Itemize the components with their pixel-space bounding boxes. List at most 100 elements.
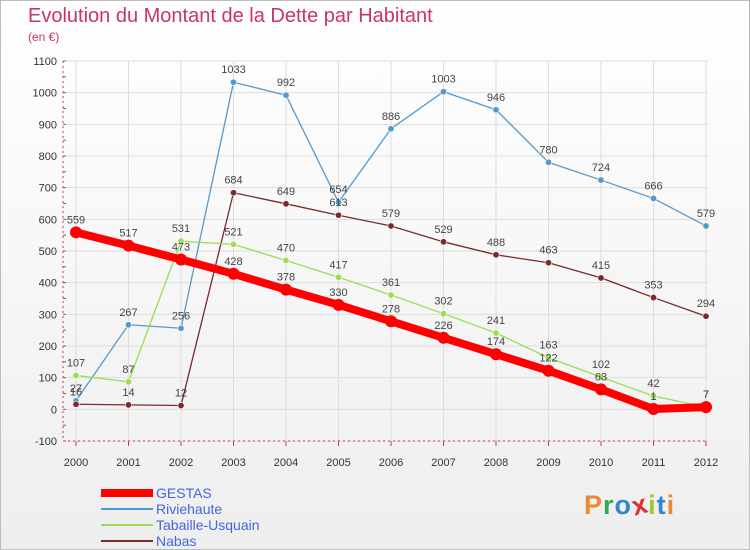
data-label: 1 (650, 391, 656, 403)
x-tick-label: 2002 (169, 457, 193, 469)
data-point (492, 251, 500, 259)
data-label: 1003 (431, 74, 455, 86)
legend-label: GESTAS (156, 485, 212, 501)
data-label: 529 (434, 224, 452, 236)
data-point (280, 283, 292, 296)
data-label: 16 (70, 386, 82, 398)
data-point (702, 312, 710, 320)
logo-letter: t (656, 490, 667, 520)
data-label: 12 (175, 388, 187, 400)
data-point (700, 401, 712, 414)
data-point (72, 400, 80, 408)
x-tick-label: 2012 (694, 457, 718, 469)
data-label: 107 (67, 357, 85, 369)
data-label: 559 (67, 214, 85, 226)
data-point (649, 392, 657, 400)
data-point (177, 324, 185, 332)
legend-swatch (101, 489, 153, 497)
data-point (177, 402, 185, 410)
data-label: 886 (382, 111, 400, 123)
data-label: 415 (592, 260, 610, 272)
logo-letter: o (614, 490, 633, 520)
x-tick-label: 2004 (274, 457, 298, 469)
data-label: 294 (697, 298, 715, 310)
data-label: 579 (382, 208, 400, 220)
y-tick-label: 500 (39, 246, 57, 258)
x-tick-label: 2007 (431, 457, 455, 469)
data-point (230, 78, 238, 86)
x-tick-label: 2003 (221, 457, 245, 469)
data-point (334, 211, 342, 219)
data-label: 330 (329, 287, 347, 299)
data-point (282, 256, 290, 264)
data-label: 278 (382, 303, 400, 315)
data-point (649, 194, 657, 202)
data-label: 417 (329, 259, 347, 271)
data-point (385, 315, 397, 328)
data-label: 463 (539, 245, 557, 257)
data-label: 780 (539, 144, 557, 156)
data-label: 27 (70, 383, 82, 395)
data-point (597, 176, 605, 184)
data-point (597, 373, 605, 381)
data-label: 649 (277, 186, 295, 198)
data-label: 361 (382, 277, 400, 289)
legend-label: Nabas (156, 533, 197, 549)
data-label: 14 (122, 387, 134, 399)
data-label: 488 (487, 237, 505, 249)
y-tick-label: 1100 (33, 56, 57, 68)
data-label: 63 (595, 371, 607, 383)
data-point (439, 238, 447, 246)
data-point (387, 125, 395, 133)
data-point (230, 189, 238, 197)
x-tick-label: 2006 (379, 457, 403, 469)
data-label: 473 (172, 242, 190, 254)
y-tick-label: 100 (39, 373, 57, 385)
y-tick-label: 400 (39, 278, 57, 290)
data-point (437, 331, 450, 344)
data-point (230, 240, 238, 248)
data-label: 267 (119, 307, 137, 319)
data-point (282, 200, 290, 208)
data-label: 517 (119, 228, 137, 240)
logo-letter: P (584, 490, 604, 520)
y-tick-label: 300 (39, 309, 57, 321)
y-tick-label: 900 (39, 119, 57, 131)
data-point (597, 274, 605, 282)
data-point (649, 294, 657, 302)
chart-title: Evolution du Montant de la Dette par Hab… (28, 5, 433, 27)
data-point (492, 329, 500, 337)
legend-label: Tabaille-Usquain (156, 517, 260, 533)
data-point (125, 401, 133, 409)
data-point (332, 298, 345, 311)
x-tick-label: 2009 (536, 457, 560, 469)
legend-swatch (101, 524, 153, 526)
data-label: 684 (224, 175, 242, 187)
data-point (72, 371, 80, 379)
data-label: 428 (224, 256, 242, 268)
data-point (439, 310, 447, 318)
data-point (544, 259, 552, 267)
legend-label: Riviehaute (156, 501, 223, 517)
data-point (492, 106, 500, 114)
data-label: 163 (539, 340, 557, 352)
data-label: 470 (277, 243, 295, 255)
data-point (125, 321, 133, 329)
data-point (439, 88, 447, 96)
data-point (177, 237, 185, 245)
y-tick-label: 200 (39, 341, 57, 353)
data-point (387, 291, 395, 299)
y-tick-label: 0 (51, 404, 57, 416)
y-tick-label: 700 (39, 183, 57, 195)
data-label: 87 (122, 364, 134, 376)
x-tick-label: 2008 (484, 457, 508, 469)
data-label: 102 (592, 359, 610, 371)
x-tick-label: 2011 (642, 457, 666, 469)
legend-swatch (101, 508, 153, 510)
data-point (647, 403, 660, 416)
x-tick-label: 2001 (116, 457, 140, 469)
x-tick-label: 2010 (589, 457, 613, 469)
logo-letter: i (648, 490, 657, 520)
data-point (544, 158, 552, 166)
